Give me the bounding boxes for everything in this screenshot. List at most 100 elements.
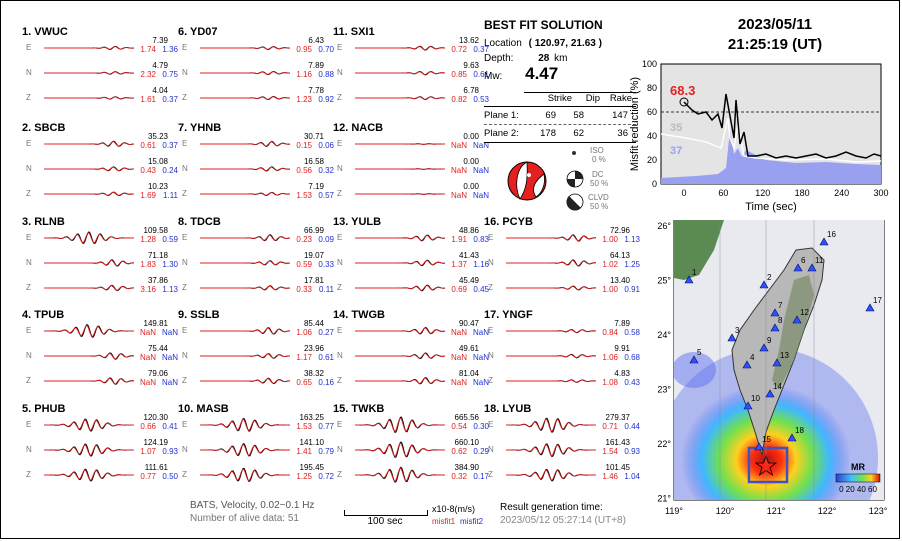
waveform-trace	[44, 96, 134, 100]
depth-unit: km	[554, 53, 568, 64]
plane1-label: Plane 1:	[484, 110, 519, 121]
waveform-trace	[200, 46, 290, 51]
component-label: Z	[488, 283, 493, 292]
peak-amplitude: 38.32	[303, 369, 324, 378]
waveform-trace	[44, 377, 134, 385]
component-label: N	[182, 68, 188, 77]
misfit2-value: 0.79	[318, 447, 334, 456]
station-name: 12. NACB	[333, 122, 384, 134]
station-number: 9	[767, 336, 772, 345]
waveform-trace	[200, 327, 290, 335]
peak-amplitude: 101.45	[605, 463, 630, 472]
station-name: 5. PHUB	[22, 403, 66, 415]
waveform-trace	[44, 443, 134, 457]
misfit1-value: 1.06	[296, 328, 312, 337]
misfit2-value: 0.43	[624, 378, 640, 387]
y-tick-label: 80	[647, 83, 657, 93]
waveform-trace	[44, 71, 134, 75]
waveform-trace	[44, 191, 134, 197]
station-number: 15	[762, 435, 771, 444]
misfit2-value: NaN	[472, 141, 489, 150]
station-number: 14	[773, 382, 782, 391]
waveform-trace	[506, 285, 596, 291]
peak-amplitude: 41.43	[458, 251, 479, 260]
peak-amplitude: 149.81	[143, 319, 168, 328]
longitude-label: 119°	[665, 506, 683, 516]
plane2-dip: 62	[573, 128, 584, 139]
misfit1-value: 1.06	[602, 353, 618, 362]
misfit2-value: 0.17	[473, 472, 489, 481]
x-tick-label: 60	[718, 188, 728, 198]
station-marker	[689, 355, 699, 364]
component-label: Z	[337, 470, 342, 479]
waveform-trace	[200, 234, 290, 242]
time-scale-label: 100 sec	[367, 516, 403, 527]
peak-amplitude: 6.43	[308, 36, 324, 45]
component-label: N	[182, 164, 188, 173]
station-marker	[819, 237, 829, 246]
misfit2-value: 0.57	[318, 191, 334, 200]
waveform-trace	[355, 143, 445, 145]
station-name: 2. SBCB	[22, 122, 66, 134]
peak-amplitude: 13.62	[458, 36, 479, 45]
clvd-beachball-icon	[566, 193, 584, 211]
misfit1-value: 1.61	[140, 95, 156, 104]
misfit2-value: NaN	[161, 328, 178, 337]
component-label: Z	[26, 189, 31, 198]
peak-amplitude: 30.71	[303, 132, 324, 141]
waveform-trace	[200, 467, 290, 483]
misfit1-value: 0.56	[296, 166, 312, 175]
waveform-trace	[200, 377, 290, 385]
peak-amplitude: 4.04	[152, 86, 168, 95]
misfit1-value: 2.32	[140, 70, 156, 79]
component-label: E	[337, 139, 343, 148]
misfit1-value: 1.07	[140, 447, 156, 456]
station-marker	[759, 343, 769, 352]
peak-amplitude: 4.79	[152, 61, 168, 70]
misfit2-value: 0.09	[318, 235, 334, 244]
component-label: N	[488, 351, 494, 360]
misfit1-value: 0.85	[451, 70, 467, 79]
misfit2-value: 0.45	[473, 285, 489, 294]
misfit1-value: NaN	[450, 191, 467, 200]
misfit2-value: 0.44	[624, 422, 640, 431]
station-name: 16. PCYB	[484, 216, 533, 228]
waveform-trace	[44, 418, 134, 432]
waveform-trace	[200, 443, 290, 457]
station-marker	[793, 263, 803, 272]
peak-amplitude: 15.08	[147, 157, 168, 166]
location-label: Location	[484, 38, 522, 49]
misfit1-value: 1.46	[602, 472, 618, 481]
waveform-trace	[44, 284, 134, 292]
station-number: 12	[800, 308, 809, 317]
misfit2-value: NaN	[472, 166, 489, 175]
longitude-label: 120°	[716, 506, 735, 516]
misfit1-value: 0.65	[296, 378, 312, 387]
misfit1-value: 0.43	[140, 166, 156, 175]
beachball-main-icon	[507, 161, 547, 201]
waveform-trace	[506, 379, 596, 383]
data-source: BATS, Velocity, 0.02~0.1 Hz	[190, 500, 315, 511]
station-name: 17. YNGF	[484, 309, 533, 321]
misfit2-value: 1.13	[624, 235, 640, 244]
misfit1-value: 3.16	[140, 285, 156, 294]
peak-amplitude: 7.78	[308, 86, 324, 95]
best-fit-title: BEST FIT SOLUTION	[484, 18, 603, 32]
latitude-label: 22°	[657, 439, 671, 449]
component-label: Z	[26, 283, 31, 292]
misfit1-value: NaN	[450, 141, 467, 150]
component-label: Z	[26, 376, 31, 385]
misfit1-value: 1.25	[296, 472, 312, 481]
peak-amplitude: 6.78	[463, 86, 479, 95]
misfit2-value: 1.25	[624, 260, 640, 269]
component-label: Z	[182, 376, 187, 385]
station-marker	[754, 442, 764, 451]
misfit1-value: NaN	[450, 378, 467, 387]
misfit2-value: 0.41	[162, 422, 178, 431]
peak-amplitude: 124.19	[143, 438, 168, 447]
waveform-trace	[355, 466, 445, 483]
component-label: Z	[26, 470, 31, 479]
plane1-dip: 58	[573, 110, 584, 121]
component-label: N	[337, 445, 343, 454]
misfit1-value: 0.32	[451, 472, 467, 481]
